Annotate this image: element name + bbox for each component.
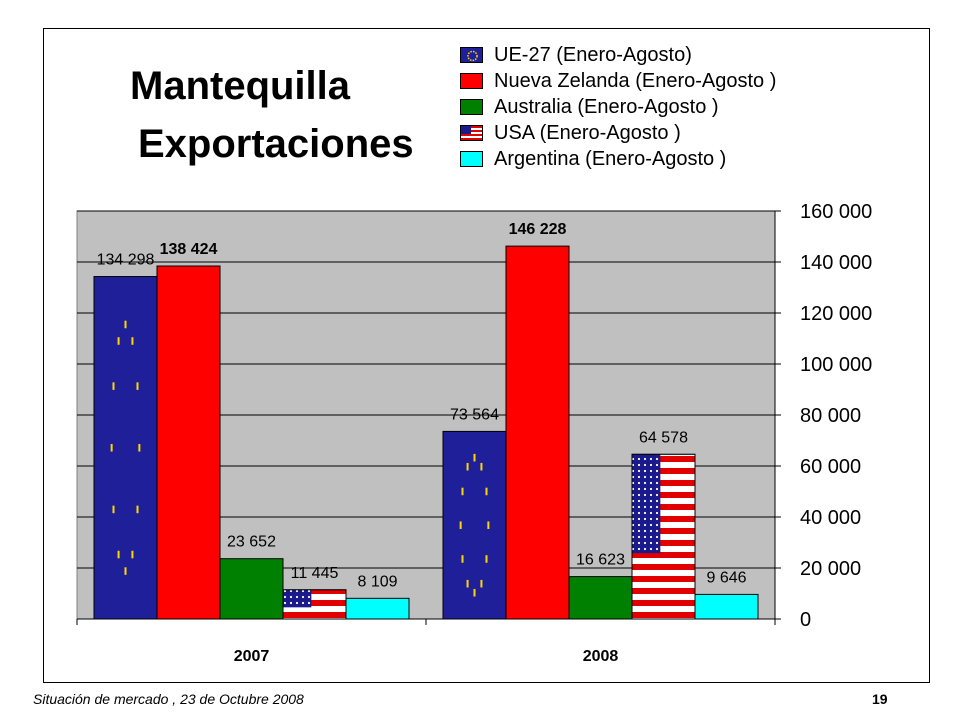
x-tick-label: 2008 xyxy=(583,648,619,665)
chart-title: Mantequilla xyxy=(130,64,351,108)
bar xyxy=(568,576,633,620)
data-label: 146 228 xyxy=(509,221,567,238)
y-tick-label: 120 000 xyxy=(800,303,872,325)
data-label: 23 652 xyxy=(227,534,276,551)
chart-subtitle: Exportaciones xyxy=(138,122,414,166)
x-tick-label: 2007 xyxy=(234,648,270,665)
data-label: 9 646 xyxy=(706,569,746,586)
y-tick-label: 60 000 xyxy=(800,456,861,478)
us-canton xyxy=(632,454,661,554)
bar xyxy=(505,245,570,620)
legend-label: UE-27 (Enero-Agosto) xyxy=(494,44,692,66)
bar xyxy=(156,265,221,620)
bar xyxy=(345,597,410,620)
legend-swatch xyxy=(460,47,483,63)
legend-swatch xyxy=(460,151,483,167)
data-label: 134 298 xyxy=(97,252,155,269)
data-label: 64 578 xyxy=(639,429,688,446)
us-canton xyxy=(283,589,312,608)
legend-label: Nueva Zelanda (Enero-Agosto ) xyxy=(494,70,777,92)
bar xyxy=(694,593,759,620)
data-label: 16 623 xyxy=(576,552,625,569)
data-label: 11 445 xyxy=(291,565,339,582)
page-number: 19 xyxy=(872,691,888,707)
legend-swatch xyxy=(460,125,483,141)
bar xyxy=(93,276,158,620)
legend-swatch xyxy=(460,73,483,89)
y-tick-label: 140 000 xyxy=(800,252,872,274)
y-tick-label: 0 xyxy=(800,609,811,631)
us-flag-icon xyxy=(461,126,471,134)
data-label: 73 564 xyxy=(450,406,499,423)
bar xyxy=(219,558,284,620)
y-tick-label: 100 000 xyxy=(800,354,872,376)
bar xyxy=(442,430,507,620)
legend-label: Argentina (Enero-Agosto ) xyxy=(494,148,727,170)
slide-frame xyxy=(43,28,930,683)
y-tick-label: 160 000 xyxy=(800,201,872,223)
y-tick-label: 40 000 xyxy=(800,507,861,529)
data-label: 138 424 xyxy=(160,241,218,258)
y-tick-label: 20 000 xyxy=(800,558,861,580)
eu-flag-icon xyxy=(467,50,478,62)
legend-swatch xyxy=(460,99,483,115)
footer-text: Situación de mercado , 23 de Octubre 200… xyxy=(33,691,304,707)
legend-label: USA (Enero-Agosto ) xyxy=(494,122,681,144)
y-tick-label: 80 000 xyxy=(800,405,861,427)
legend-label: Australia (Enero-Agosto ) xyxy=(494,96,719,118)
data-label: 8 109 xyxy=(357,573,397,590)
